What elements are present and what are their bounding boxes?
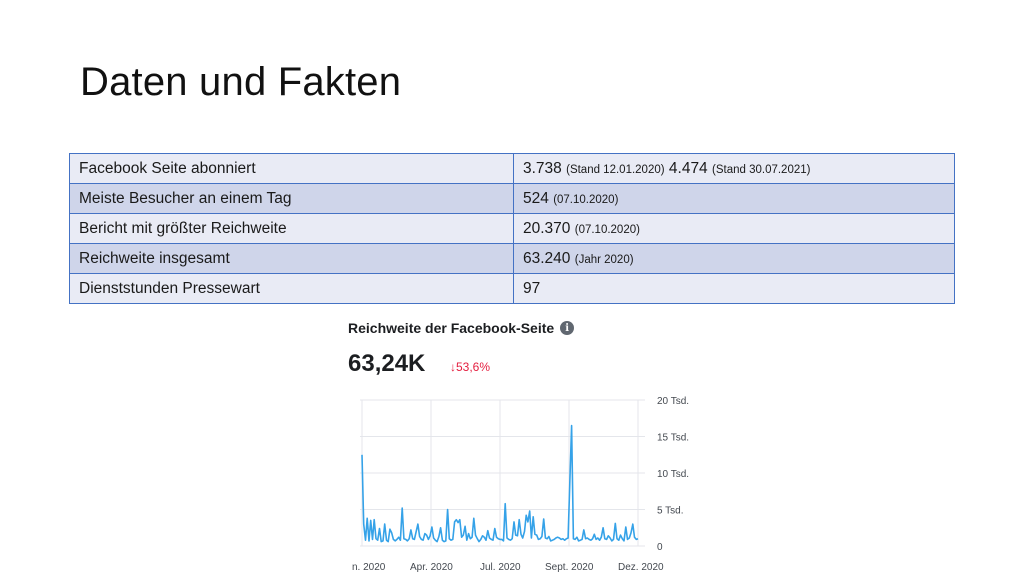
facebook-reach-card: Reichweite der Facebook-Seite i 63,24K ↓…	[340, 312, 692, 574]
row-value: 63.240 (Jahr 2020)	[513, 243, 955, 274]
row-label: Meiste Besucher an einem Tag	[69, 183, 514, 214]
facts-table: Facebook Seite abonniert 3.738 (Stand 12…	[69, 153, 955, 304]
value: 524	[523, 189, 549, 207]
info-icon[interactable]: i	[560, 321, 575, 335]
series-line	[361, 424, 639, 543]
value-note: (07.10.2020)	[574, 223, 640, 236]
value: 20.370	[523, 219, 571, 237]
row-value: 97	[513, 273, 955, 304]
card-header: Reichweite der Facebook-Seite i	[348, 320, 575, 336]
row-label: Bericht mit größter Reichweite	[69, 213, 514, 244]
x-tick-label: Apr. 2020	[410, 562, 453, 573]
value: 3.738	[523, 159, 562, 177]
x-tick-label: Jul. 2020	[480, 562, 521, 573]
y-tick-label: 15 Tsd.	[657, 433, 689, 444]
table-row: Meiste Besucher an einem Tag 524 (07.10.…	[69, 183, 955, 214]
row-value: 20.370 (07.10.2020)	[513, 213, 955, 244]
reach-line-chart: 20 Tsd. 15 Tsd. 10 Tsd. 5 Tsd. 0 n. 2020 Apr. …	[352, 396, 689, 573]
table-row: Facebook Seite abonniert 3.738 (Stand 12…	[69, 153, 955, 184]
value: 4.474	[668, 159, 708, 177]
row-value: 3.738 (Stand 12.01.2020) 4.474 (Stand 30…	[513, 153, 955, 184]
x-tick-label: Dez. 2020	[618, 562, 664, 573]
change-indicator: ↓53,6%	[450, 360, 491, 374]
value-note: (07.10.2020)	[553, 193, 619, 206]
value-note: (Stand 12.01.2020)	[566, 163, 665, 176]
card-title: Reichweite der Facebook-Seite	[348, 320, 555, 336]
y-tick-label: 0	[657, 542, 663, 553]
slide-title: Daten und Fakten	[80, 60, 402, 104]
row-label: Facebook Seite abonniert	[69, 153, 514, 184]
value: 63.240	[523, 249, 571, 267]
y-tick-label: 5 Tsd.	[657, 506, 684, 517]
row-label: Dienststunden Pressewart	[69, 273, 514, 304]
table-row: Reichweite insgesamt 63.240 (Jahr 2020)	[69, 243, 955, 274]
value-note: (Jahr 2020)	[574, 253, 634, 266]
table-row: Bericht mit größter Reichweite 20.370 (0…	[69, 213, 955, 244]
x-tick-label: Sept. 2020	[545, 562, 594, 573]
row-value: 524 (07.10.2020)	[513, 183, 955, 214]
total-reach-value: 63,24K	[348, 350, 426, 377]
y-tick-label: 10 Tsd.	[657, 469, 689, 480]
x-tick-label: n. 2020	[352, 562, 386, 573]
row-label: Reichweite insgesamt	[69, 243, 514, 274]
table-row: Dienststunden Pressewart 97	[69, 273, 955, 304]
value: 97	[523, 279, 541, 297]
y-tick-label: 20 Tsd.	[657, 396, 689, 407]
value-note: (Stand 30.07.2021)	[712, 163, 811, 176]
